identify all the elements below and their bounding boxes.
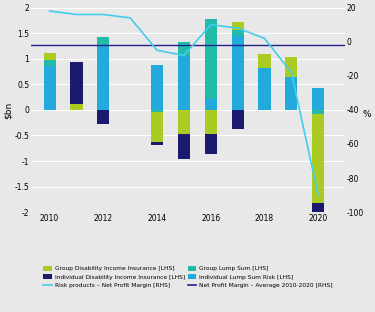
Y-axis label: %: % <box>362 110 371 119</box>
Bar <box>97 46 109 110</box>
Bar <box>151 142 163 145</box>
Bar <box>151 112 163 142</box>
Bar <box>205 110 217 134</box>
Bar <box>205 19 217 99</box>
Bar <box>312 88 324 110</box>
Bar <box>285 57 297 77</box>
Bar <box>97 110 109 124</box>
Bar <box>44 60 55 66</box>
Bar <box>312 203 324 260</box>
Bar <box>151 110 163 112</box>
Bar <box>151 65 163 110</box>
Bar <box>178 110 190 134</box>
Bar <box>232 36 244 110</box>
Bar <box>258 68 270 110</box>
Bar <box>70 104 82 110</box>
Bar <box>97 37 109 46</box>
Bar <box>178 56 190 110</box>
Legend: Group Disability Income Insurance [LHS], Individual Disability Income Insurance : Group Disability Income Insurance [LHS],… <box>44 266 333 288</box>
Bar <box>44 66 55 110</box>
Bar <box>312 110 324 114</box>
Bar <box>178 42 190 56</box>
Bar <box>70 62 82 104</box>
Bar <box>232 110 244 129</box>
Bar <box>44 53 55 60</box>
Bar <box>258 54 270 68</box>
Bar <box>178 134 190 159</box>
Bar <box>232 30 244 36</box>
Bar <box>232 22 244 30</box>
Bar <box>205 99 217 110</box>
Bar <box>312 114 324 203</box>
Y-axis label: $bn: $bn <box>4 101 13 119</box>
Bar <box>285 77 297 110</box>
Bar <box>205 134 217 154</box>
